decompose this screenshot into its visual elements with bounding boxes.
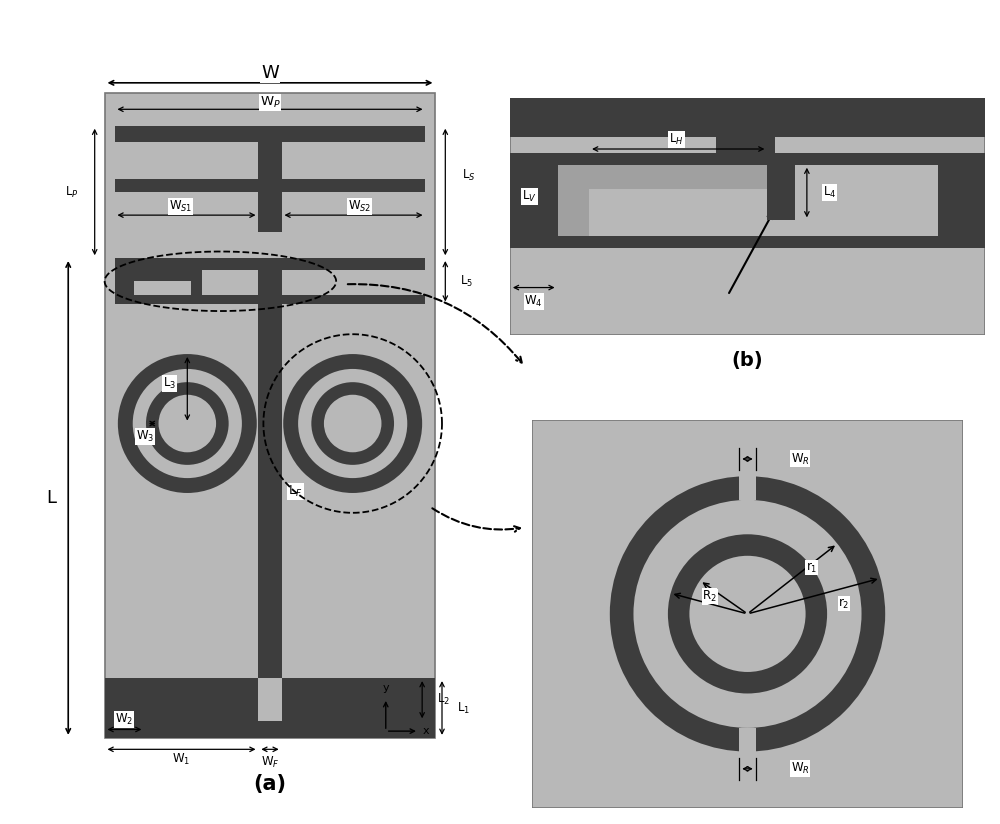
Bar xyxy=(115,126,425,192)
Bar xyxy=(739,728,756,754)
Bar xyxy=(558,165,938,236)
Text: W$_F$: W$_F$ xyxy=(261,755,279,770)
Bar xyxy=(558,165,775,189)
Text: W$_1$: W$_1$ xyxy=(172,751,191,767)
Bar xyxy=(105,93,435,737)
Text: x: x xyxy=(423,726,429,736)
Bar xyxy=(510,153,985,248)
Bar xyxy=(739,474,756,500)
Text: (a): (a) xyxy=(254,774,287,794)
Bar xyxy=(716,97,775,161)
Text: y: y xyxy=(382,683,389,693)
Text: L$_4$: L$_4$ xyxy=(823,185,836,200)
Bar xyxy=(191,269,202,294)
Text: W$_{S1}$: W$_{S1}$ xyxy=(169,199,192,214)
Bar xyxy=(767,165,795,220)
Bar xyxy=(282,269,425,294)
Text: L$_5$: L$_5$ xyxy=(460,274,473,289)
Text: L$_S$: L$_S$ xyxy=(462,168,475,183)
Text: W$_P$: W$_P$ xyxy=(260,95,280,110)
Text: L$_H$: L$_H$ xyxy=(669,132,684,147)
Text: L: L xyxy=(47,489,57,507)
Bar xyxy=(258,126,282,232)
Bar xyxy=(105,678,258,737)
Bar xyxy=(115,269,258,294)
Text: r$_2$: r$_2$ xyxy=(838,597,850,611)
Text: L$_3$: L$_3$ xyxy=(163,376,176,391)
Text: r$_1$: r$_1$ xyxy=(806,560,817,574)
Text: W: W xyxy=(261,64,279,82)
Text: (b): (b) xyxy=(732,351,763,370)
Text: L$_F$: L$_F$ xyxy=(288,484,302,499)
Text: W$_R$: W$_R$ xyxy=(791,761,809,776)
Text: L$_2$: L$_2$ xyxy=(437,692,450,707)
Text: R$_2$: R$_2$ xyxy=(702,588,717,604)
Text: R$_1$: R$_1$ xyxy=(702,590,717,605)
Text: L$_P$: L$_P$ xyxy=(65,185,78,199)
Bar xyxy=(105,721,435,737)
Bar xyxy=(258,304,282,678)
Bar xyxy=(115,258,425,304)
Bar xyxy=(282,143,425,179)
Text: W$_{S2}$: W$_{S2}$ xyxy=(348,199,371,214)
Text: L$_V$: L$_V$ xyxy=(522,189,537,204)
Text: W$_3$: W$_3$ xyxy=(136,429,154,444)
Text: W$_2$: W$_2$ xyxy=(115,712,134,727)
Bar xyxy=(510,97,985,137)
Text: L$_1$: L$_1$ xyxy=(457,700,470,715)
Bar xyxy=(282,678,435,737)
Text: W$_4$: W$_4$ xyxy=(524,294,543,309)
Bar xyxy=(115,269,134,294)
Bar xyxy=(558,165,589,236)
Bar xyxy=(115,143,258,179)
Bar xyxy=(134,269,201,281)
Text: W$_R$: W$_R$ xyxy=(791,452,809,466)
